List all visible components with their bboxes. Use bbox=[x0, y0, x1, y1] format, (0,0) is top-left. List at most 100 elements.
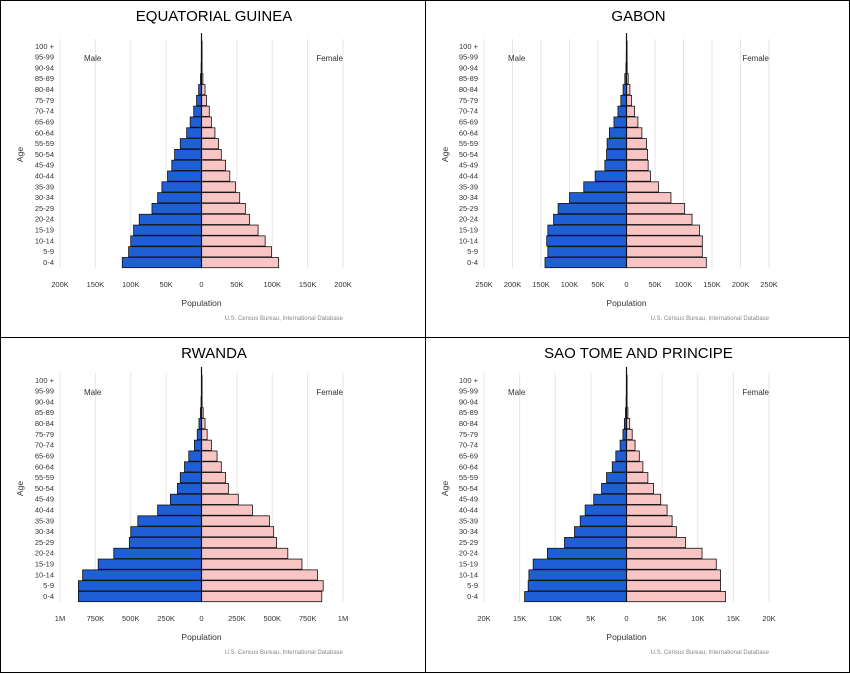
age-tick-label: 55-59 bbox=[459, 139, 478, 148]
bar-male-60-64 bbox=[186, 127, 202, 139]
x-tick-label: 750K bbox=[87, 614, 105, 623]
age-tick-label: 15-19 bbox=[459, 226, 478, 235]
bar-male-55-59 bbox=[606, 138, 627, 150]
age-tick-label: 100 + bbox=[459, 376, 479, 385]
bar-male-70-74 bbox=[617, 105, 627, 117]
x-tick-label: 0 bbox=[624, 280, 628, 289]
bar-male-5-9 bbox=[128, 246, 202, 258]
bar-female-30-34 bbox=[626, 526, 677, 538]
bar-male-65-69 bbox=[615, 450, 627, 462]
population-pyramid-rwanda: RWANDA 1M 750K 500K 250K 0 250K 500K 750K 1M 0-4 5-… bbox=[15, 345, 348, 656]
age-tick-label: 35-39 bbox=[459, 516, 478, 525]
x-tick-label: 500K bbox=[122, 614, 140, 623]
x-tick-label: 20K bbox=[477, 614, 490, 623]
bar-female-5-9 bbox=[201, 580, 324, 592]
age-tick-label: 10-14 bbox=[459, 236, 478, 245]
x-tick-label: 100K bbox=[263, 280, 281, 289]
age-tick-label: 75-79 bbox=[35, 430, 54, 439]
bar-male-75-79 bbox=[196, 428, 202, 440]
x-tick-label: 150K bbox=[87, 280, 105, 289]
bar-female-65-69 bbox=[626, 450, 640, 462]
bar-male-70-74 bbox=[193, 105, 202, 117]
age-tick-label: 15-19 bbox=[35, 560, 54, 569]
bar-female-50-54 bbox=[626, 482, 654, 495]
bar-female-75-79 bbox=[626, 428, 633, 440]
chart-title: SAO TOME AND PRINCIPE bbox=[544, 345, 733, 362]
age-tick-label: 95-99 bbox=[459, 387, 478, 396]
age-tick-label: 20-24 bbox=[459, 549, 478, 558]
bar-male-55-59 bbox=[606, 472, 627, 484]
female-label: Female bbox=[742, 388, 769, 397]
bar-male-55-59 bbox=[179, 472, 202, 484]
bar-female-55-59 bbox=[201, 472, 226, 484]
bar-female-35-39 bbox=[626, 181, 659, 193]
bar-male-40-44 bbox=[594, 170, 627, 182]
source-note: U.S. Census Bureau, International Databa… bbox=[225, 316, 344, 322]
age-tick-label: 50-54 bbox=[459, 484, 478, 493]
bar-female-70-74 bbox=[201, 439, 212, 451]
chart-panel-equatorial-guinea: EQUATORIAL GUINEA 200K 150K 100K 50K 0 50K 100K… bbox=[0, 0, 426, 338]
bar-male-60-64 bbox=[608, 127, 627, 139]
bar-male-20-24 bbox=[138, 213, 202, 225]
bar-male-55-59 bbox=[179, 138, 202, 150]
bar-female-70-74 bbox=[201, 105, 210, 117]
age-tick-label: 70-74 bbox=[35, 441, 54, 450]
bar-female-60-64 bbox=[626, 127, 643, 139]
bar-male-75-79 bbox=[196, 94, 202, 106]
bar-male-15-19 bbox=[532, 558, 627, 570]
x-tick-label: 250K bbox=[760, 280, 778, 289]
x-tick-label: 200K bbox=[504, 280, 522, 289]
chart-title: GABON bbox=[611, 8, 665, 25]
female-label: Female bbox=[316, 54, 343, 63]
bar-female-15-19 bbox=[626, 558, 717, 570]
bar-male-15-19 bbox=[133, 224, 202, 236]
x-tick-label: 10K bbox=[549, 614, 562, 623]
bar-female-25-29 bbox=[626, 203, 686, 215]
age-tick-label: 65-69 bbox=[35, 117, 54, 126]
age-tick-label: 95-99 bbox=[459, 53, 478, 62]
x-tick-label: 1M bbox=[338, 614, 348, 623]
age-tick-label: 80-84 bbox=[35, 85, 54, 94]
age-tick-label: 75-79 bbox=[459, 430, 478, 439]
age-tick-label: 5-9 bbox=[43, 247, 54, 256]
bar-male-35-39 bbox=[583, 181, 627, 193]
bar-male-30-34 bbox=[157, 192, 202, 204]
age-tick-label: 40-44 bbox=[35, 505, 54, 514]
age-tick-label: 20-24 bbox=[35, 215, 54, 224]
bar-male-75-79 bbox=[620, 94, 627, 106]
bar-male-35-39 bbox=[161, 181, 202, 193]
bar-female-0-4 bbox=[626, 257, 707, 269]
male-label: Male bbox=[508, 54, 526, 63]
bar-female-40-44 bbox=[626, 170, 651, 182]
bar-female-30-34 bbox=[201, 526, 275, 538]
age-tick-label: 75-79 bbox=[35, 96, 54, 105]
age-tick-label: 15-19 bbox=[459, 560, 478, 569]
chart-title: RWANDA bbox=[181, 345, 247, 362]
bar-female-70-74 bbox=[626, 439, 636, 451]
bar-male-50-54 bbox=[601, 482, 627, 495]
chart-panel-gabon: GABON 250K 200K 150K 100K 50K 0 50K 100K 150K 200K… bbox=[425, 0, 850, 338]
x-tick-label: 0 bbox=[624, 614, 628, 623]
bar-male-45-49 bbox=[593, 493, 627, 505]
bar-female-20-24 bbox=[626, 213, 693, 225]
age-tick-label: 5-9 bbox=[467, 581, 478, 590]
bar-female-60-64 bbox=[626, 461, 644, 473]
bar-female-10-14 bbox=[201, 235, 266, 247]
bar-female-45-49 bbox=[626, 493, 662, 505]
bar-female-55-59 bbox=[201, 138, 219, 150]
bar-female-50-54 bbox=[201, 482, 229, 495]
age-tick-label: 65-69 bbox=[459, 117, 478, 126]
bar-male-60-64 bbox=[611, 461, 627, 473]
age-tick-label: 40-44 bbox=[459, 505, 478, 514]
bar-female-45-49 bbox=[201, 493, 239, 505]
bar-female-40-44 bbox=[626, 504, 668, 516]
x-axis-label: Population bbox=[606, 632, 646, 642]
x-tick-label: 150K bbox=[703, 280, 721, 289]
bar-male-10-14 bbox=[82, 569, 202, 581]
age-tick-label: 30-34 bbox=[35, 527, 54, 536]
age-tick-label: 100 + bbox=[35, 42, 55, 51]
bar-male-30-34 bbox=[130, 526, 202, 538]
chart-panel-sao-tome-and-principe: SAO TOME AND PRINCIPE 20K 15K 10K 5K 0 5K 10K 15… bbox=[425, 337, 850, 673]
bar-female-25-29 bbox=[626, 537, 687, 549]
age-tick-label: 90-94 bbox=[459, 63, 478, 72]
